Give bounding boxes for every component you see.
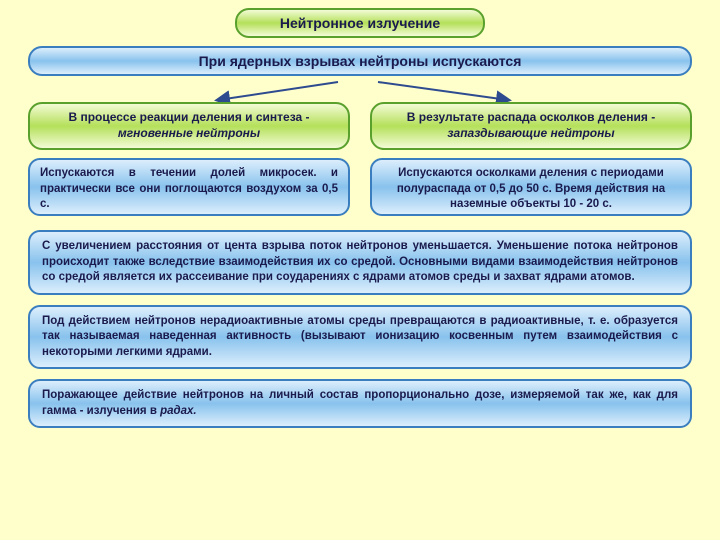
branch-left-heading-text: В процессе реакции деления и синтеза - м…	[38, 110, 340, 141]
branch-info-row: Испускаются в течении долей микросек. и …	[28, 158, 692, 216]
branch-left-info: Испускаются в течении долей микросек. и …	[28, 158, 350, 216]
branch-left-heading: В процессе реакции деления и синтеза - м…	[28, 102, 350, 150]
branch-arrows	[28, 80, 692, 102]
title-pill: Нейтронное излучение	[235, 8, 485, 38]
subtitle-text: При ядерных взрывах нейтроны испускаются	[199, 53, 522, 69]
branch-left-em: мгновенные нейтроны	[118, 126, 260, 140]
paragraph-3-em: радах.	[160, 405, 197, 417]
paragraph-2: Под действием нейтронов нерадиоактивные …	[28, 305, 692, 370]
title-text: Нейтронное излучение	[280, 15, 440, 31]
paragraph-3: Поражающее действие нейтронов на личный …	[28, 379, 692, 428]
branch-right-plain: В результате распада осколков деления -	[407, 110, 655, 124]
paragraph-3-a: Поражающее действие нейтронов на личный …	[42, 389, 678, 417]
branch-right-info: Испускаются осколками деления с периодам…	[370, 158, 692, 216]
branch-right-em: запаздывающие нейтроны	[447, 126, 614, 140]
paragraph-1: С увеличением расстояния от цента взрыва…	[28, 230, 692, 295]
branch-headings-row: В процессе реакции деления и синтеза - м…	[28, 102, 692, 150]
branch-left-plain: В процессе реакции деления и синтеза -	[68, 110, 309, 124]
slide-canvas: Нейтронное излучение При ядерных взрывах…	[0, 0, 720, 540]
branch-right-heading: В результате распада осколков деления - …	[370, 102, 692, 150]
subtitle-pill: При ядерных взрывах нейтроны испускаются	[28, 46, 692, 76]
branch-right-heading-text: В результате распада осколков деления - …	[380, 110, 682, 141]
